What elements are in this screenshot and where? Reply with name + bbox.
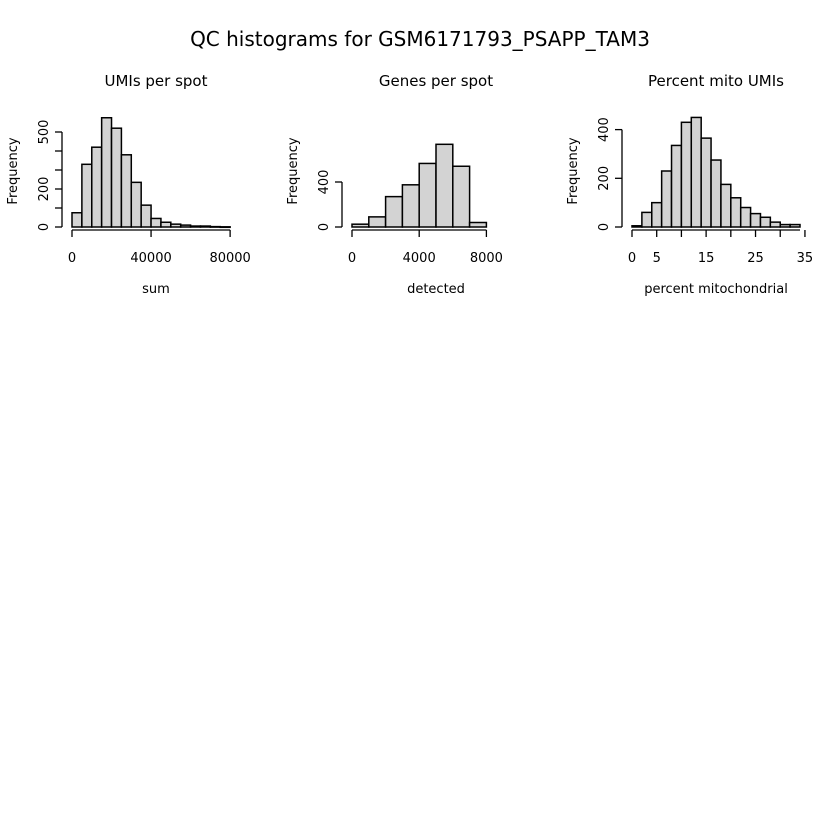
histogram-bar	[631, 225, 643, 228]
x-axis-label: percent mitochondrial	[644, 282, 788, 297]
y-axis-label: Frequency	[286, 137, 301, 204]
y-tick-label: 0	[317, 223, 332, 231]
histogram-bar	[179, 224, 192, 228]
histogram-bar	[418, 162, 437, 228]
x-tick-label: 4000	[403, 251, 436, 266]
histogram-bar	[651, 201, 663, 228]
panel-title: Percent mito UMIs	[648, 72, 784, 90]
panel-title: Genes per spot	[379, 72, 493, 90]
histogram-bar	[789, 223, 801, 228]
histogram-bar	[110, 127, 123, 228]
histogram-bar	[401, 184, 420, 228]
histogram-percent-mito: Percent mito UMIs 0 200 400 0 5 15 25 35 percent …	[566, 72, 813, 297]
histogram-bar	[150, 217, 162, 228]
y-axis-label: Frequency	[566, 137, 581, 204]
histogram-bar	[730, 197, 742, 228]
x-axis-label: sum	[142, 282, 170, 297]
histogram-bar	[170, 223, 182, 228]
histogram-bar	[81, 163, 93, 228]
histogram-bar	[710, 159, 722, 228]
histogram-bar	[71, 212, 83, 228]
histogram-bar	[219, 226, 231, 229]
x-tick-label: 0	[628, 251, 636, 266]
histogram-bar	[160, 221, 172, 228]
histogram-bar	[769, 221, 781, 228]
x-tick-label: 40000	[130, 251, 171, 266]
histogram-bar	[739, 206, 752, 228]
x-tick-label: 35	[797, 251, 814, 266]
y-tick-label: 500	[37, 120, 52, 145]
y-axis-label: Frequency	[6, 137, 21, 204]
histogram-bar	[452, 165, 471, 228]
y-tick-label: 200	[597, 166, 612, 191]
histogram-bar	[130, 181, 142, 228]
histogram-bar	[384, 195, 404, 228]
y-tick-label: 0	[597, 223, 612, 231]
figure-title: QC histograms for GSM6171793_PSAPP_TAM3	[190, 27, 650, 51]
histogram-bar	[91, 146, 103, 228]
x-tick-label: 8000	[470, 251, 503, 266]
y-tick-label: 400	[317, 170, 332, 195]
histogram-bar	[189, 225, 202, 228]
histogram-bar	[759, 216, 772, 228]
histogram-bar	[690, 116, 702, 228]
histogram-bar	[670, 144, 683, 228]
histogram-bar	[368, 216, 387, 228]
histogram-bar	[140, 204, 152, 228]
x-tick-label: 0	[348, 251, 356, 266]
histogram-bar	[199, 225, 212, 228]
y-tick-label: 200	[37, 177, 52, 202]
histogram-bar	[700, 137, 712, 228]
histogram-bar	[468, 221, 488, 228]
histogram-bar	[435, 143, 454, 228]
y-tick-label: 400	[597, 117, 612, 142]
histogram-bar	[680, 121, 693, 228]
x-tick-label: 5	[653, 251, 661, 266]
x-tick-label: 25	[747, 251, 764, 266]
histogram-bar	[749, 212, 762, 228]
histogram-bar	[720, 183, 732, 228]
histogram-bar	[351, 223, 370, 228]
x-tick-label: 15	[698, 251, 715, 266]
x-tick-label: 0	[68, 251, 76, 266]
histogram-bar	[120, 154, 133, 228]
panel-title: UMIs per spot	[104, 72, 207, 90]
x-tick-label: 80000	[209, 251, 250, 266]
x-axis-label: detected	[407, 282, 465, 297]
histogram-bar	[641, 211, 653, 228]
histogram-bar	[779, 223, 791, 228]
histogram-umis-per-spot: UMIs per spot 0 200 500 0 40000 80000 sum Freque…	[6, 72, 251, 297]
y-tick-label: 0	[37, 223, 52, 231]
histogram-bar	[100, 117, 113, 228]
histogram-bar	[209, 225, 221, 228]
histogram-bar	[660, 170, 673, 228]
